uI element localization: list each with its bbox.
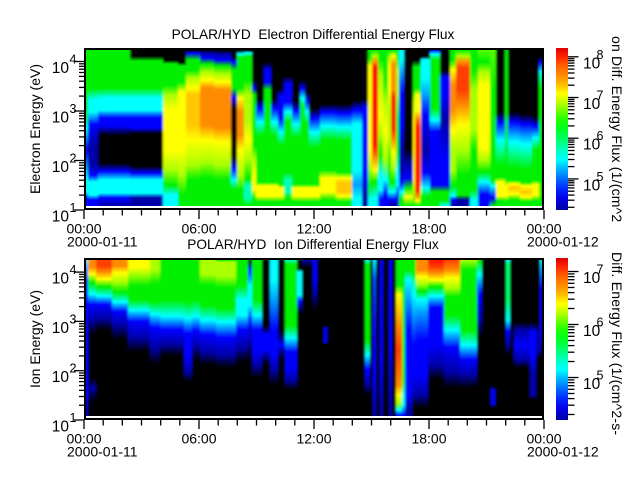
svg-text:6: 6 <box>597 316 604 330</box>
svg-text:2000-01-12: 2000-01-12 <box>527 444 599 460</box>
svg-text:10: 10 <box>583 376 601 393</box>
svg-text:5: 5 <box>597 369 604 383</box>
svg-text:00:00: 00:00 <box>526 431 561 447</box>
svg-text:12:00: 12:00 <box>296 431 331 447</box>
svg-text:4: 4 <box>70 53 77 67</box>
svg-text:1: 1 <box>70 411 77 425</box>
svg-text:10: 10 <box>52 418 70 435</box>
svg-text:00:00: 00:00 <box>526 221 561 237</box>
svg-text:POLAR/HYD Electron Differenti: POLAR/HYD Electron Differential Energy F… <box>172 27 455 42</box>
svg-text:3: 3 <box>70 102 77 116</box>
svg-text:10: 10 <box>52 209 70 226</box>
svg-text:12:00: 12:00 <box>296 221 331 237</box>
svg-text:10: 10 <box>52 320 70 337</box>
svg-text:10: 10 <box>52 159 70 176</box>
svg-text:Ion Energy (eV): Ion Energy (eV) <box>27 290 43 388</box>
svg-text:18:00: 18:00 <box>411 431 446 447</box>
svg-text:4: 4 <box>70 263 77 277</box>
svg-text:18:00: 18:00 <box>411 221 446 237</box>
svg-text:7: 7 <box>597 89 604 103</box>
svg-text:10: 10 <box>52 369 70 386</box>
svg-text:on Diff. Energy Flux (1/(cm^2: on Diff. Energy Flux (1/(cm^2 <box>609 36 625 222</box>
svg-text:10: 10 <box>52 60 70 77</box>
svg-text:5: 5 <box>597 170 604 184</box>
svg-text:Electron Energy (eV): Electron Energy (eV) <box>27 64 43 194</box>
svg-text:06:00: 06:00 <box>181 221 216 237</box>
svg-text:2: 2 <box>70 362 77 376</box>
svg-text:2: 2 <box>70 152 77 166</box>
svg-text:2000-01-11: 2000-01-11 <box>67 234 138 250</box>
svg-text:00:00: 00:00 <box>66 221 101 237</box>
svg-text:7: 7 <box>597 263 604 277</box>
svg-text:00:00: 00:00 <box>66 431 101 447</box>
svg-text:10: 10 <box>583 177 601 194</box>
svg-text:8: 8 <box>597 48 604 62</box>
svg-text:Diff. Energy Flux (1/(cm^2-s-: Diff. Energy Flux (1/(cm^2-s- <box>609 252 625 435</box>
svg-text:2000-01-11: 2000-01-11 <box>67 444 138 460</box>
svg-text:1: 1 <box>70 201 77 215</box>
svg-text:10: 10 <box>583 270 601 287</box>
svg-text:2000-01-12: 2000-01-12 <box>527 234 599 250</box>
svg-text:6: 6 <box>597 129 604 143</box>
svg-text:10: 10 <box>583 96 601 113</box>
svg-text:10: 10 <box>52 271 70 288</box>
svg-text:06:00: 06:00 <box>181 431 216 447</box>
svg-text:POLAR/HYD Ion Differential En: POLAR/HYD Ion Differential Energy Flux <box>187 237 439 252</box>
svg-text:10: 10 <box>583 323 601 340</box>
svg-text:10: 10 <box>583 137 601 154</box>
svg-text:3: 3 <box>70 312 77 326</box>
svg-text:10: 10 <box>583 55 601 72</box>
svg-text:10: 10 <box>52 110 70 127</box>
